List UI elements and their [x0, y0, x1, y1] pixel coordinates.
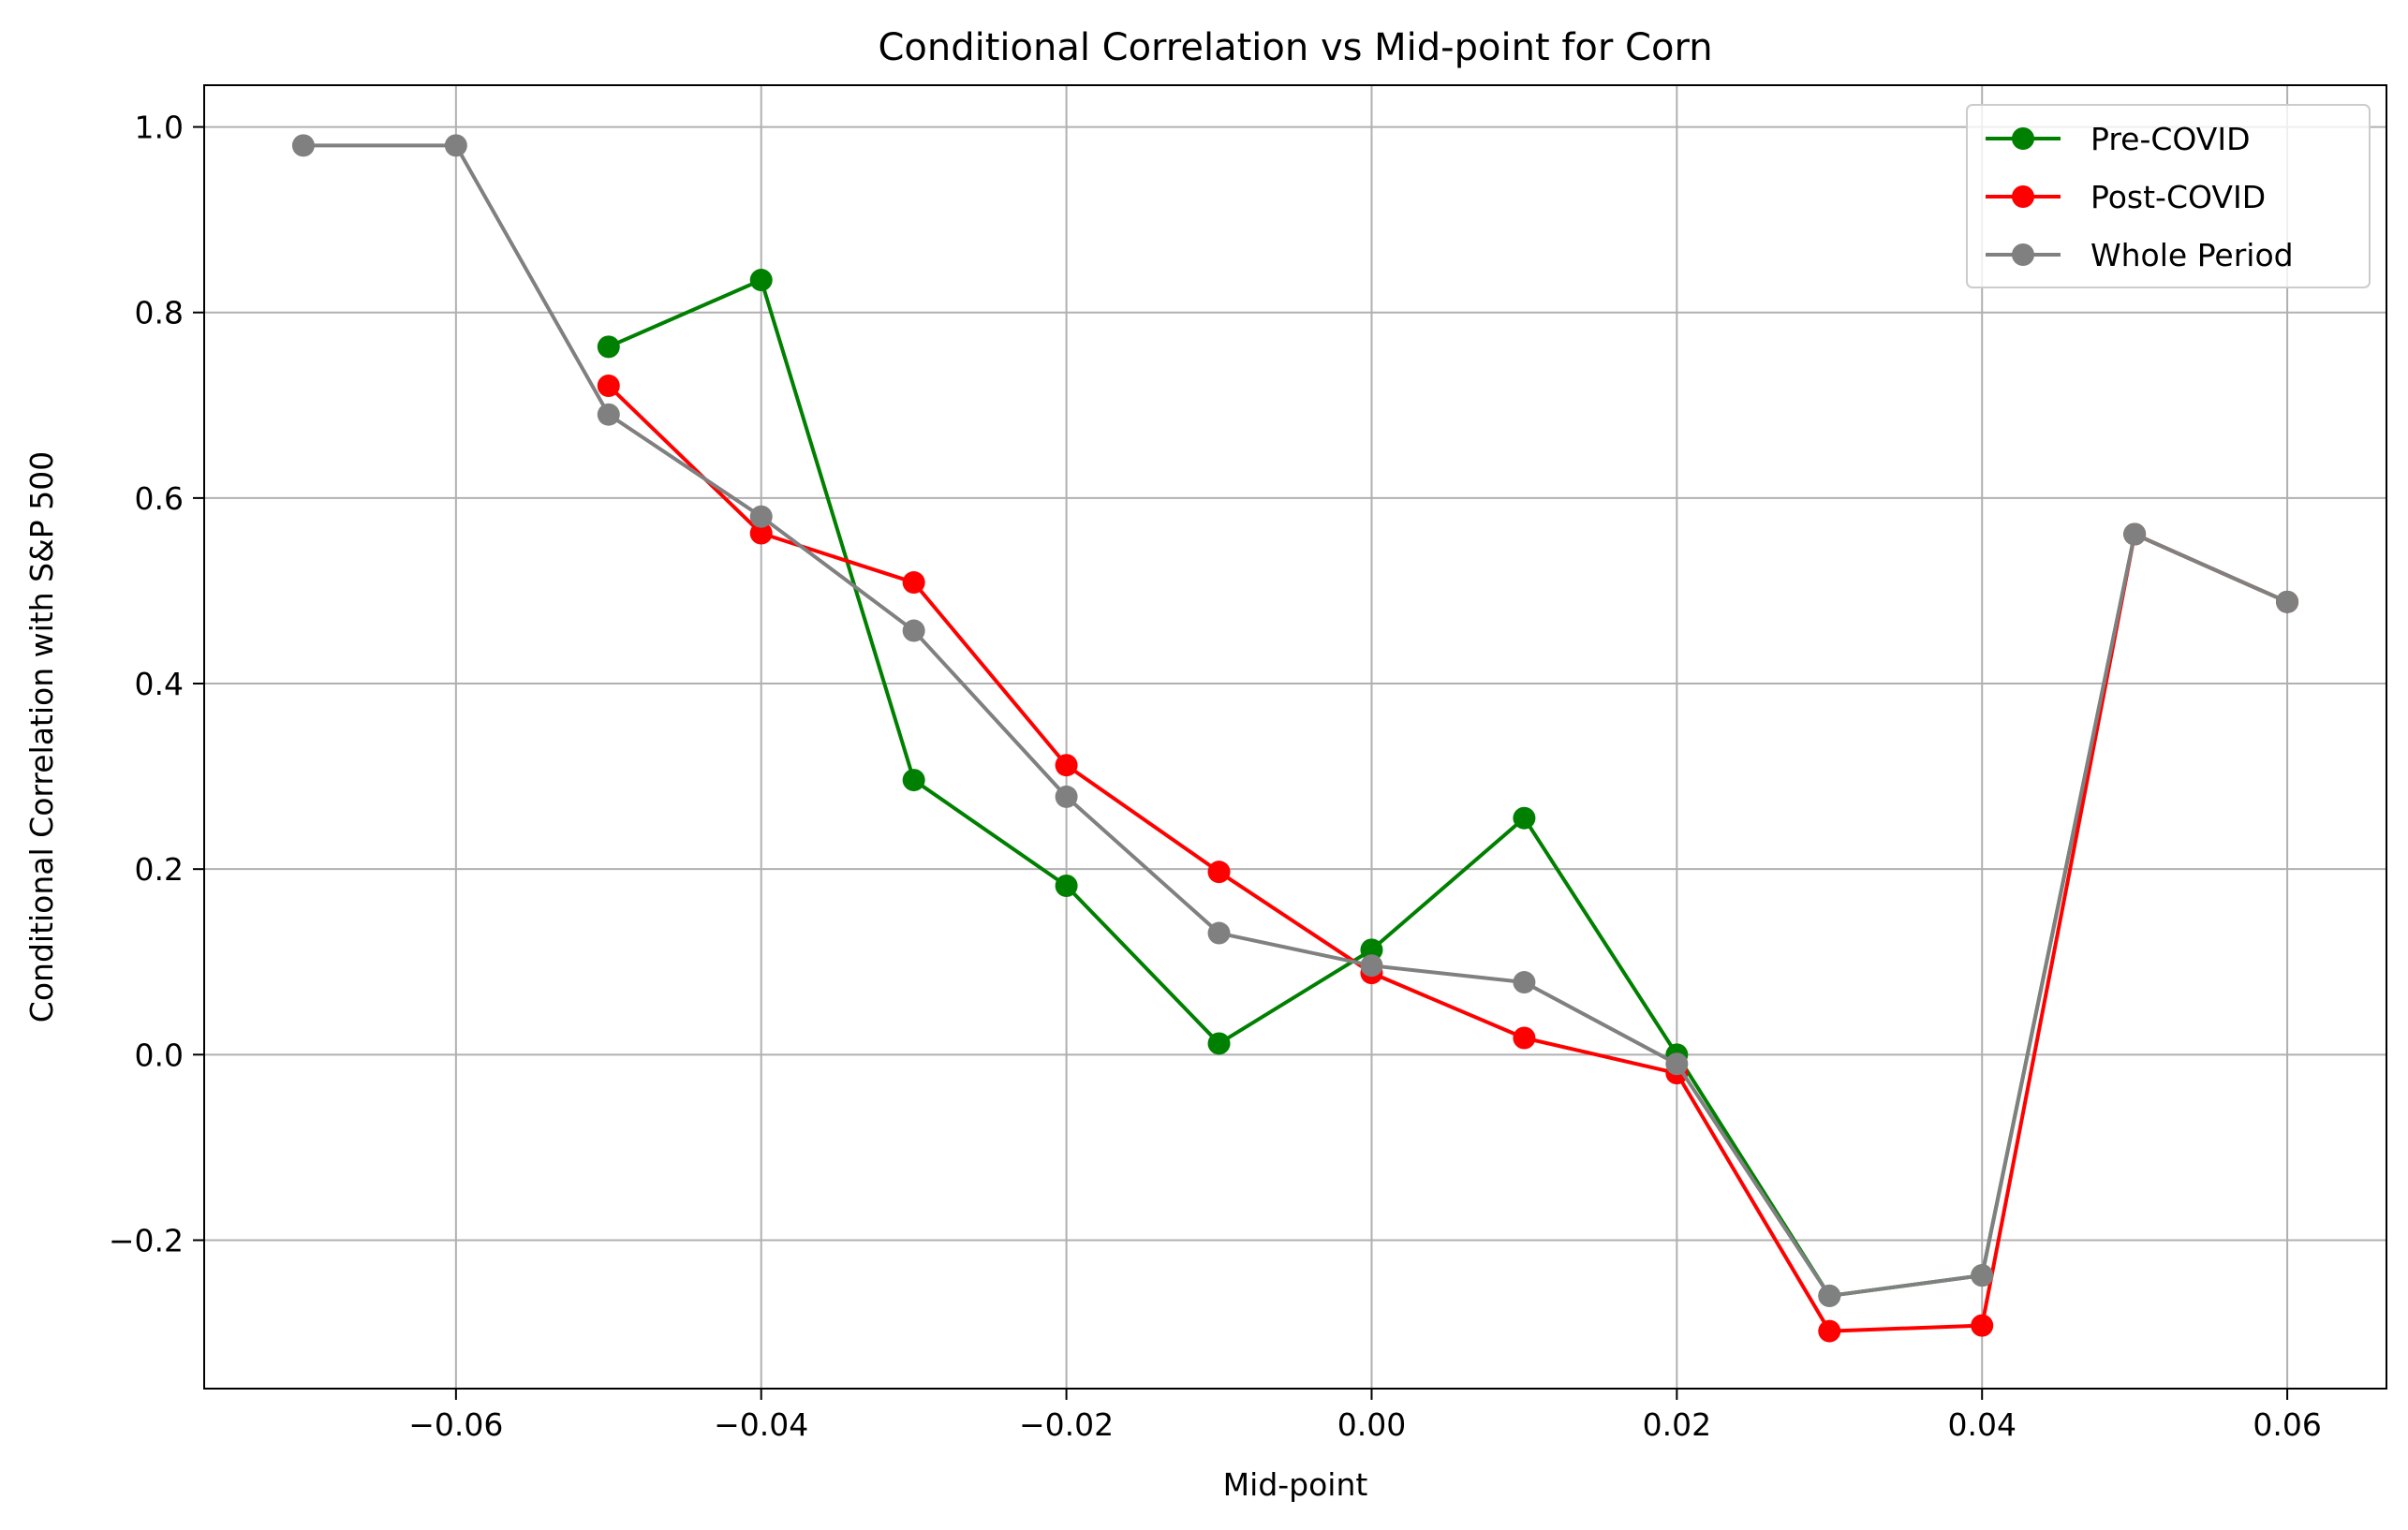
series-whole-period — [291, 134, 2299, 1307]
legend-label: Post-COVID — [2090, 179, 2266, 215]
x-tick-label: 0.02 — [1643, 1406, 1711, 1443]
data-point-post-covid — [597, 375, 620, 398]
data-point-pre-covid — [1207, 1032, 1231, 1055]
data-point-whole-period — [749, 505, 773, 528]
data-point-pre-covid — [902, 769, 925, 792]
series-line-whole-period — [301, 143, 2290, 1298]
data-point-post-covid — [1818, 1319, 1841, 1343]
data-point-whole-period — [1055, 785, 1078, 808]
legend-swatch-marker — [2012, 243, 2034, 266]
grid — [204, 85, 2386, 1389]
y-axis-label: Conditional Correlation with S&P 500 — [23, 451, 60, 1022]
x-tick-label: 0.00 — [1337, 1406, 1406, 1443]
y-tick-label: −0.2 — [109, 1222, 184, 1258]
y-tick-label: 1.0 — [135, 110, 184, 146]
y-tick-label: 0.6 — [135, 480, 184, 517]
data-point-whole-period — [902, 619, 925, 642]
data-point-whole-period — [1360, 954, 1383, 978]
data-point-post-covid — [1513, 1026, 1536, 1050]
legend-label: Whole Period — [2090, 237, 2294, 273]
plot-area-background — [204, 85, 2386, 1389]
data-point-whole-period — [1971, 1264, 1994, 1287]
data-point-post-covid — [1055, 754, 1078, 777]
data-point-whole-period — [1513, 971, 1536, 994]
data-point-pre-covid — [1055, 875, 1078, 898]
data-point-pre-covid — [597, 335, 620, 359]
legend-label: Pre-COVID — [2090, 121, 2251, 157]
y-tick-label: 0.2 — [135, 851, 184, 888]
data-point-whole-period — [1207, 921, 1231, 945]
axis-ticks: −0.06 −0.04 −0.02 0.00 0.02 0.04 0.06 −0.2 0.0 0.… — [109, 110, 2322, 1443]
data-point-whole-period — [2276, 590, 2299, 613]
x-axis-label: Mid-point — [1223, 1466, 1368, 1503]
data-point-post-covid — [749, 522, 773, 545]
data-point-whole-period — [597, 403, 620, 426]
y-tick-label: 0.8 — [135, 295, 184, 331]
legend-entry-pre-covid: Pre-COVID — [1986, 121, 2251, 157]
legend-swatch-marker — [2012, 127, 2034, 150]
data-point-whole-period — [1818, 1284, 1841, 1307]
x-tick-label: 0.06 — [2253, 1406, 2321, 1443]
x-tick-label: −0.06 — [408, 1406, 503, 1443]
plot-area-frame — [203, 84, 2387, 1390]
legend-swatch-marker — [2012, 185, 2034, 208]
chart-title: Conditional Correlation vs Mid-point for… — [878, 26, 1712, 69]
data-point-post-covid — [1971, 1314, 1994, 1337]
data-point-post-covid — [902, 571, 925, 595]
data-point-post-covid — [1207, 861, 1231, 884]
data-point-whole-period — [444, 134, 467, 157]
data-point-pre-covid — [1360, 938, 1383, 962]
legend-entry-whole-period: Whole Period — [1986, 237, 2294, 273]
x-tick-label: 0.04 — [1947, 1406, 2016, 1443]
x-tick-label: −0.04 — [714, 1406, 808, 1443]
data-point-whole-period — [1665, 1052, 1689, 1076]
series-line-post-covid — [605, 383, 2290, 1333]
y-tick-label: 0.4 — [135, 666, 184, 702]
data-point-pre-covid — [749, 269, 773, 292]
legend: Pre-COVID Post-COVID Whole Period — [1966, 104, 2371, 288]
y-tick-label: 0.0 — [135, 1037, 184, 1073]
data-point-pre-covid — [1513, 806, 1536, 830]
legend-entry-post-covid: Post-COVID — [1986, 179, 2266, 215]
data-point-whole-period — [291, 134, 315, 157]
data-point-whole-period — [2123, 522, 2147, 546]
x-tick-label: −0.02 — [1019, 1406, 1114, 1443]
legend-frame — [1966, 104, 2371, 288]
series-layer — [291, 134, 2299, 1343]
